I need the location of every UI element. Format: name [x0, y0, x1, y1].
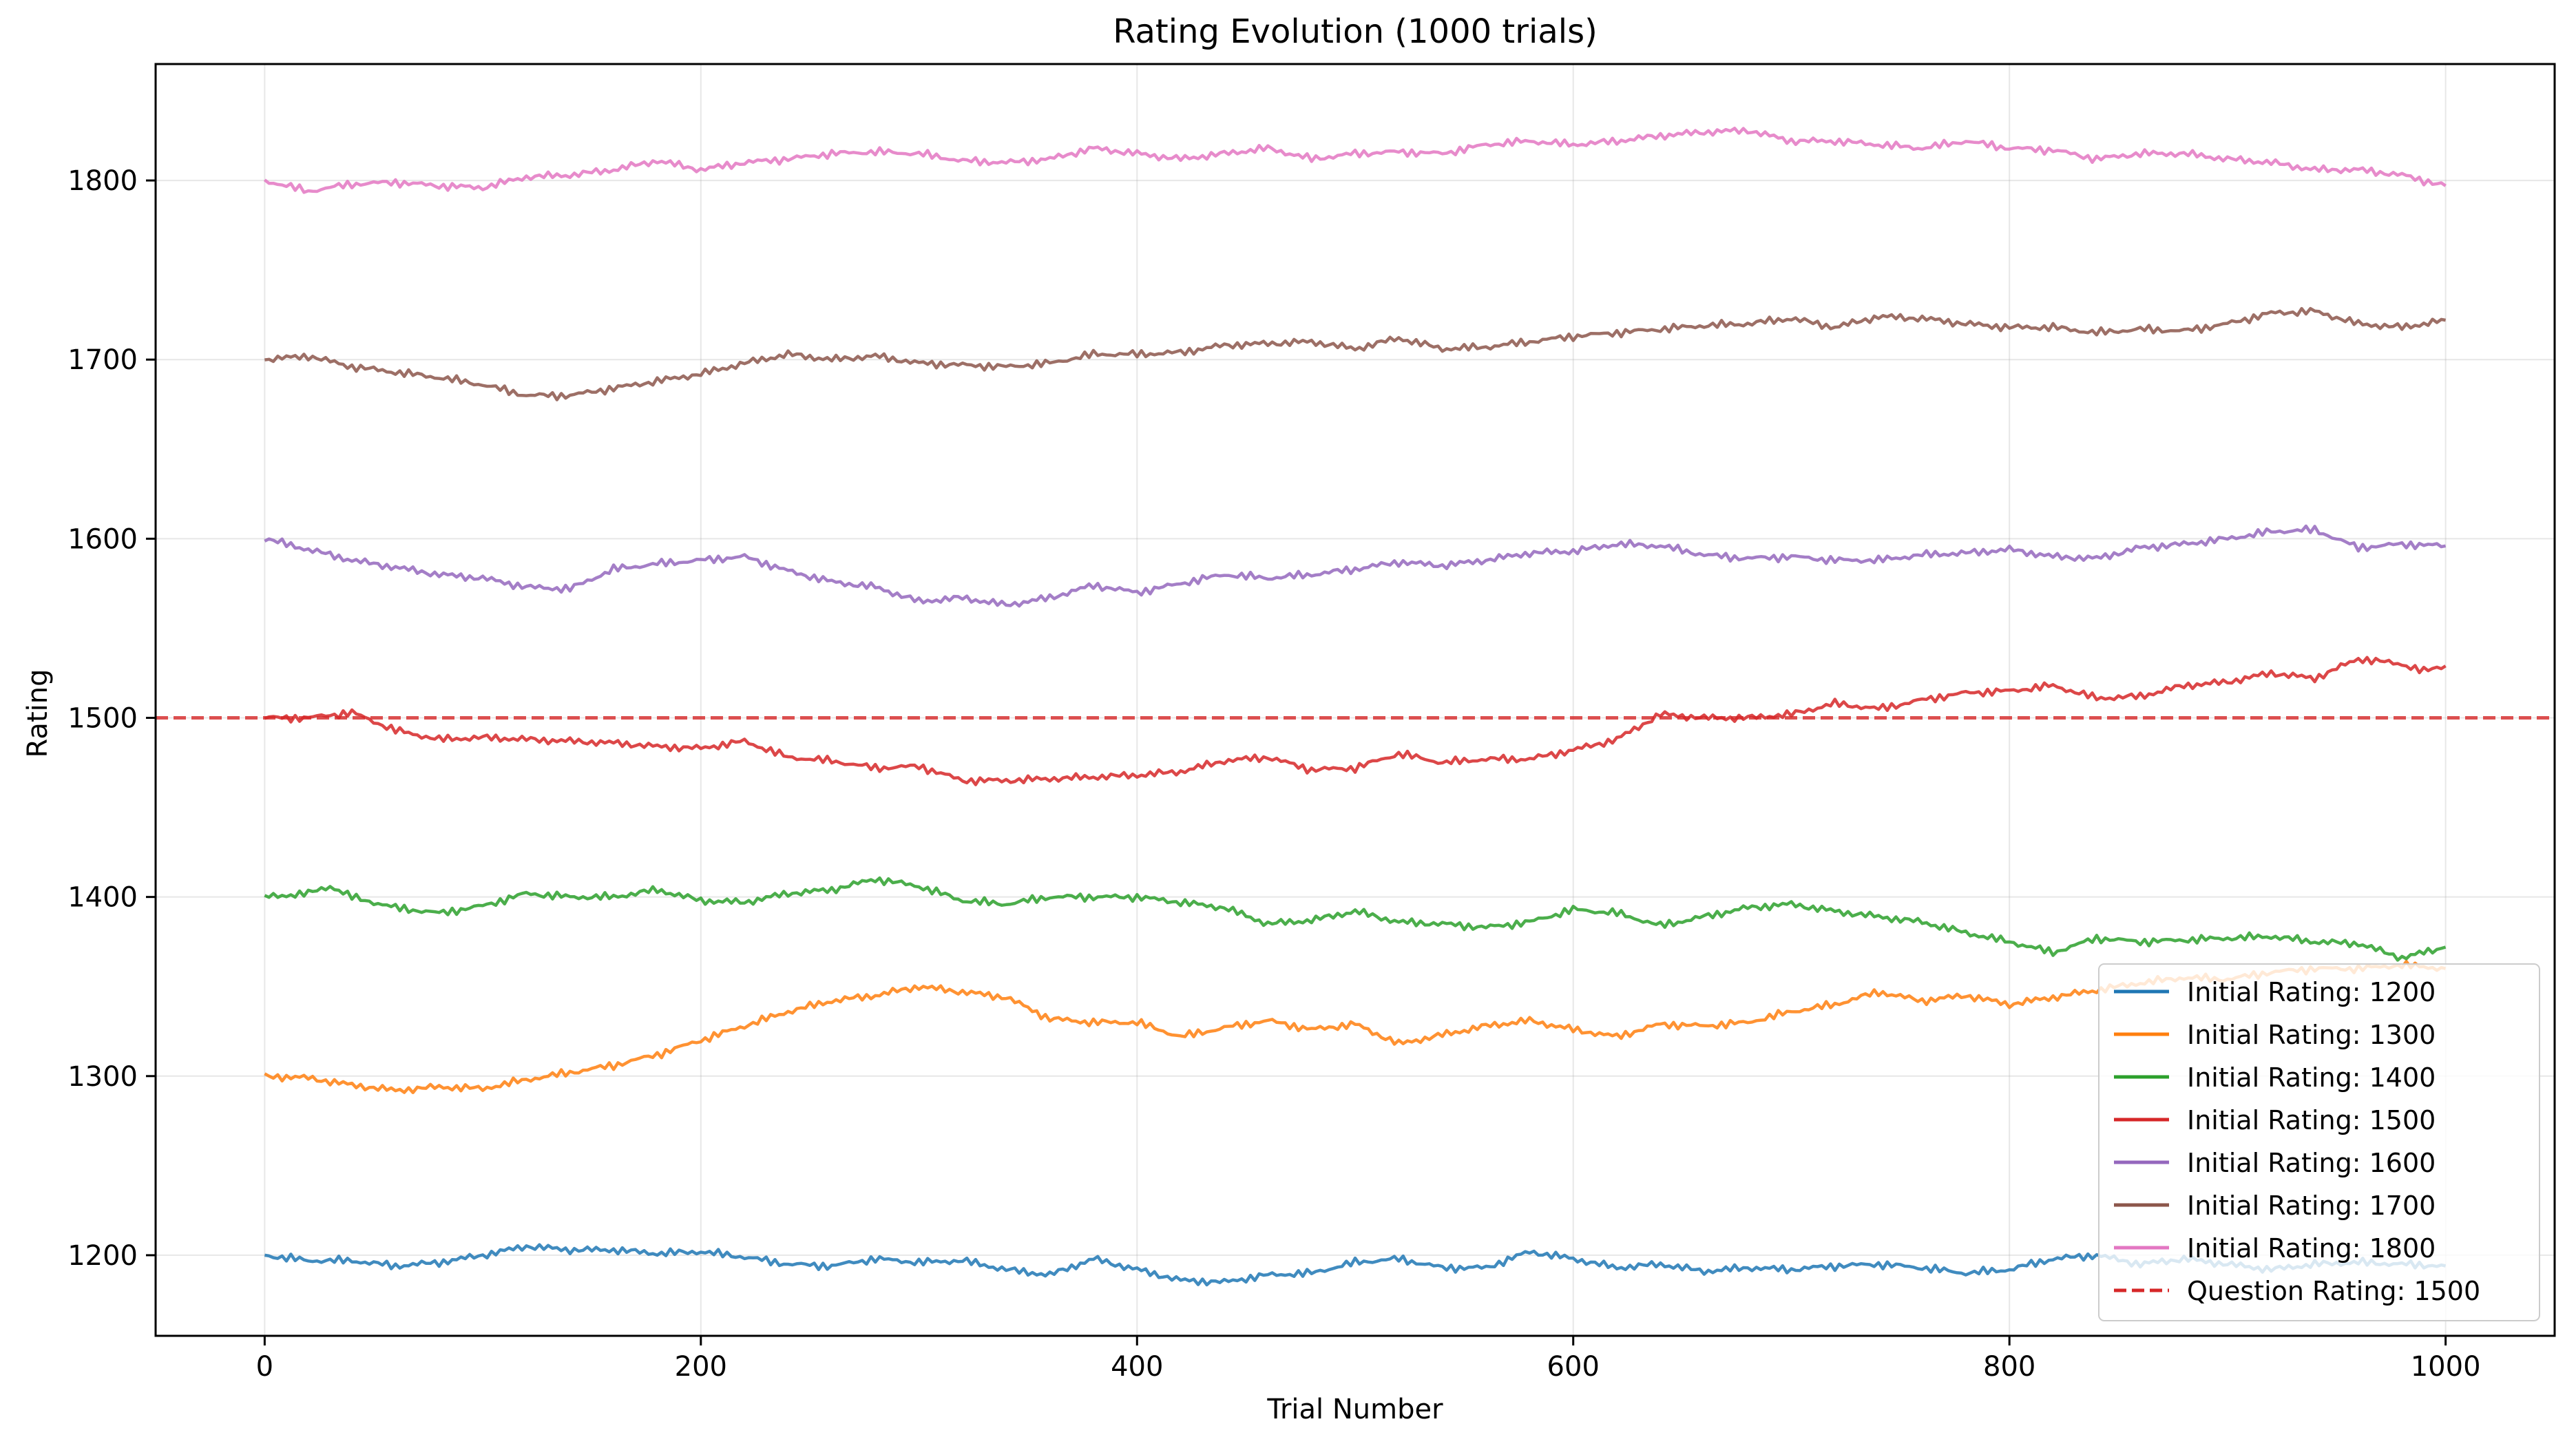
x-tick-label: 0	[256, 1351, 273, 1383]
legend-label: Initial Rating: 1200	[2187, 977, 2436, 1007]
legend-box	[2098, 963, 2540, 1321]
y-tick-label: 1500	[67, 703, 138, 735]
y-tick-label: 1200	[67, 1240, 138, 1272]
series-line-3	[264, 876, 2447, 962]
x-tick-label: 600	[1547, 1351, 1600, 1383]
legend-label: Question Rating: 1500	[2187, 1276, 2480, 1306]
series-layer	[263, 126, 2447, 1287]
series-line-7	[263, 126, 2447, 194]
legend-label: Initial Rating: 1800	[2187, 1233, 2436, 1264]
axis-ticks: 0 200 400 600 800 1000 1200 1300 1400 1500 1600 170…	[67, 165, 2480, 1383]
x-axis-label: Trial Number	[1266, 1394, 1443, 1425]
series-line-4	[264, 656, 2447, 786]
series-line-2	[264, 959, 2447, 1095]
series-line-6	[264, 306, 2446, 401]
legend-label: Initial Rating: 1300	[2187, 1020, 2436, 1050]
x-tick-label: 400	[1111, 1351, 1163, 1383]
x-tick-label: 800	[1983, 1351, 2035, 1383]
y-axis-label: Rating	[22, 669, 54, 758]
x-tick-label: 1000	[2411, 1351, 2481, 1383]
y-tick-label: 1800	[67, 165, 138, 197]
series-line-1	[264, 1243, 2447, 1287]
y-tick-label: 1600	[67, 523, 138, 555]
legend: Initial Rating: 1200 Initial Rating: 1300…	[2098, 963, 2540, 1321]
legend-label: Initial Rating: 1400	[2187, 1062, 2436, 1093]
legend-label: Initial Rating: 1600	[2187, 1148, 2436, 1178]
series-line-5	[264, 524, 2447, 608]
y-tick-label: 1700	[67, 344, 138, 376]
legend-label: Initial Rating: 1500	[2187, 1105, 2436, 1135]
legend-label: Initial Rating: 1700	[2187, 1191, 2436, 1221]
y-tick-label: 1300	[67, 1061, 138, 1093]
y-tick-label: 1400	[67, 882, 138, 914]
x-tick-label: 200	[675, 1351, 727, 1383]
chart-title: Rating Evolution (1000 trials)	[1113, 12, 1598, 51]
plot-frame	[154, 63, 2556, 1337]
